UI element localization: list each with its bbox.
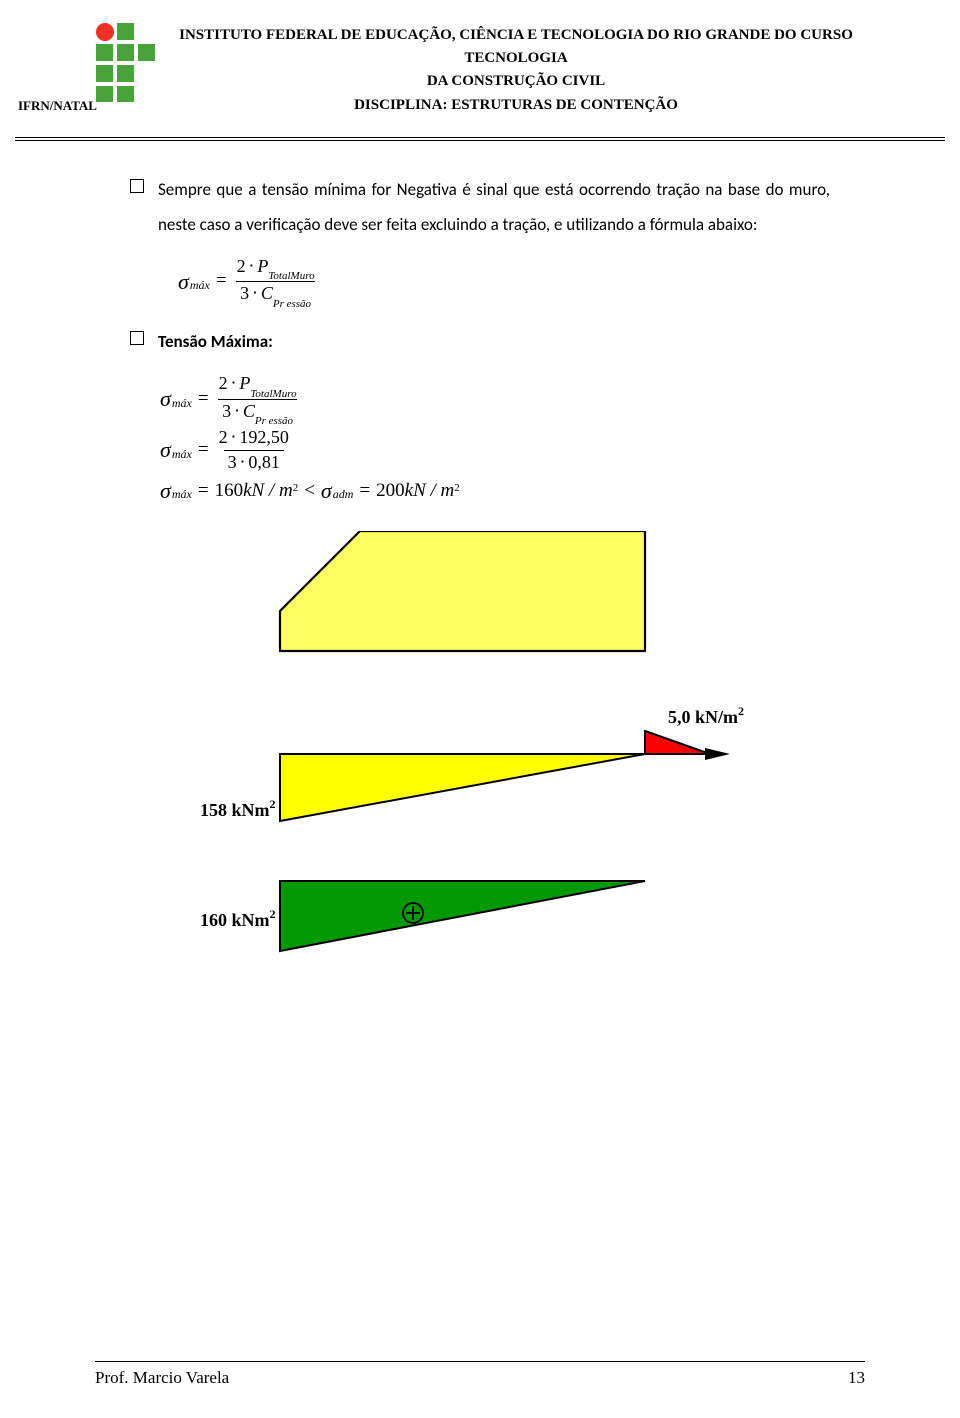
bullet-item-1: Sempre que a tensão mínima for Negativa …: [130, 173, 830, 243]
header-title: INSTITUTO FEDERAL DE EDUCAÇÃO, CIÊNCIA E…: [167, 20, 865, 117]
page-footer: Prof. Marcio Varela 13: [95, 1368, 865, 1388]
footer-page: 13: [848, 1368, 865, 1388]
wall-section: [280, 531, 645, 651]
page-header: INSTITUTO FEDERAL DE EDUCAÇÃO, CIÊNCIA E…: [95, 20, 865, 117]
checkbox-icon: [130, 179, 144, 193]
footer-author: Prof. Marcio Varela: [95, 1368, 229, 1388]
ifrn-logo: [95, 22, 157, 102]
header-line3: DISCIPLINA: ESTRUTURAS DE CONTENÇÃO: [167, 94, 865, 117]
checkbox-icon: [130, 331, 144, 345]
yellow-triangle-label: 158 kNm2: [200, 797, 276, 820]
plus-circle-icon: [403, 903, 423, 923]
diagram-container: 5,0 kN/m2 158 kNm2 160 kNm2: [130, 531, 830, 991]
page-content: Sempre que a tensão mínima for Negativa …: [95, 173, 865, 991]
pressure-red-wedge: [645, 731, 730, 760]
header-rule: [15, 137, 945, 141]
formula-sigma-max-computation: σmáx = 2⋅PTotalMuro 3⋅CPr essão σmáx = 2…: [160, 374, 830, 503]
item2-label: Tensão Máxima:: [158, 325, 273, 360]
retaining-wall-diagram: 5,0 kN/m2 158 kNm2 160 kNm2: [200, 531, 760, 991]
formula-sigma-max-general: σmáx = 2⋅PTotalMuro 3⋅CPr essão: [178, 257, 830, 307]
moment-yellow-triangle: [280, 754, 645, 821]
header-line1: INSTITUTO FEDERAL DE EDUCAÇÃO, CIÊNCIA E…: [167, 24, 865, 69]
green-triangle-label: 160 kNm2: [200, 907, 276, 930]
header-line2: DA CONSTRUÇÃO CIVIL: [167, 70, 865, 93]
item1-text: Sempre que a tensão mínima for Negativa …: [158, 173, 830, 243]
red-wedge-label: 5,0 kN/m2: [668, 704, 744, 727]
footer-rule: [95, 1361, 865, 1362]
ifrn-label: IFRN/NATAL: [18, 98, 97, 114]
pressure-green-triangle: [280, 881, 645, 951]
bullet-item-2: Tensão Máxima:: [130, 325, 830, 360]
